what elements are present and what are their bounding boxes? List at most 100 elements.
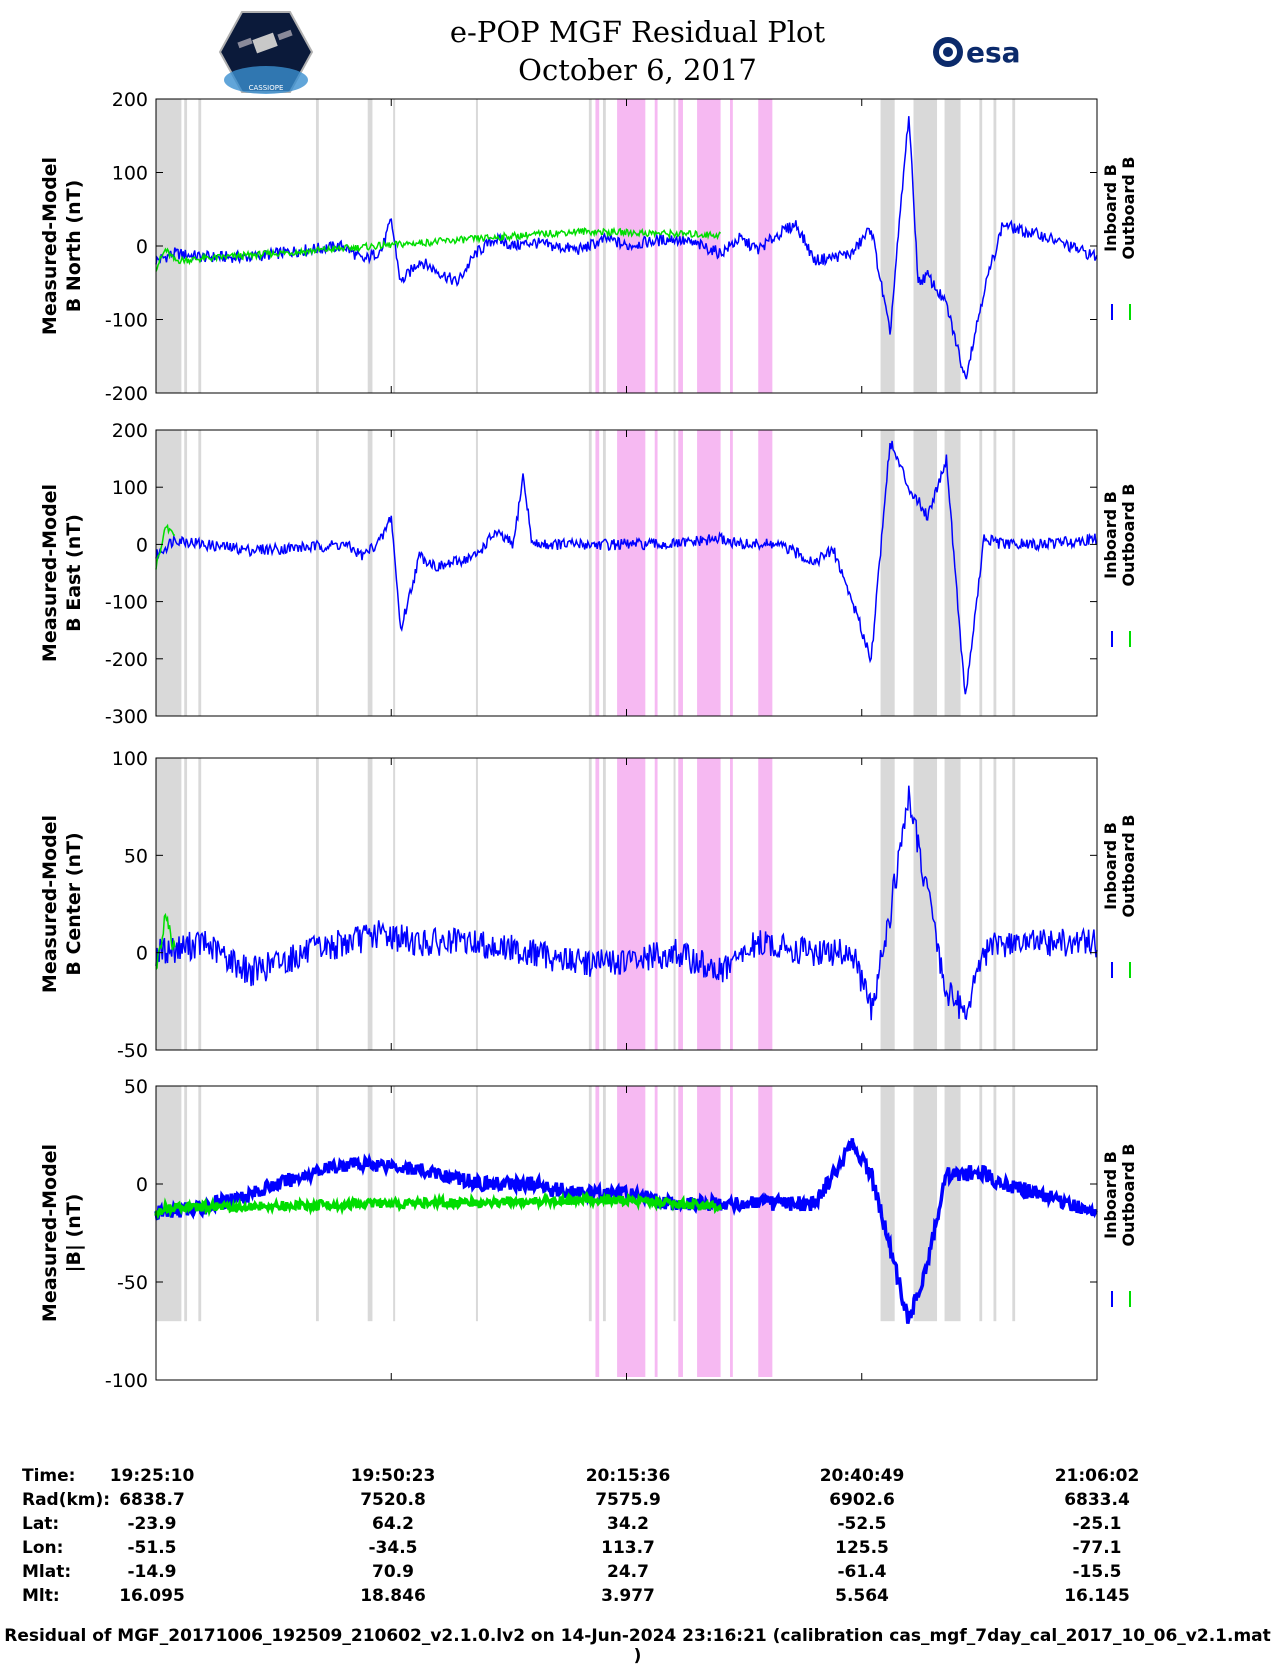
gap-band — [198, 758, 202, 1050]
gap-band — [673, 99, 676, 393]
gap-band — [979, 1086, 983, 1322]
esa-logo: esa — [930, 32, 1040, 77]
mlat-cell: 70.9 — [372, 1562, 414, 1582]
mlt-cell: 18.846 — [360, 1586, 426, 1606]
flag-band — [654, 99, 658, 393]
panel-2: 200 100 0 -100 -200 -300 Measured-Model B East … — [39, 420, 1138, 728]
panel-1: 200 100 0 -100 -200 Measured-Model B North (nT… — [39, 89, 1138, 405]
rad-cell: 7520.8 — [360, 1490, 426, 1510]
gap-band — [602, 430, 606, 716]
flag-band — [697, 430, 721, 716]
lat-cell: 64.2 — [372, 1514, 414, 1534]
gap-band — [367, 758, 373, 1050]
lon-cell: 113.7 — [601, 1538, 655, 1558]
mlat-cell: 24.7 — [607, 1562, 649, 1582]
y-tick-label: 0 — [136, 236, 148, 258]
flag-band — [730, 758, 733, 1050]
gap-band — [673, 430, 676, 716]
gap-band — [393, 99, 396, 393]
gap-band — [993, 99, 997, 393]
flag-band — [654, 758, 658, 1050]
flag-band — [595, 99, 600, 393]
gap-band — [475, 430, 478, 716]
lon-cell: -34.5 — [368, 1538, 418, 1558]
y-tick-label: -200 — [105, 649, 148, 671]
lon-row: Lon: -51.5 -34.5 113.7 125.5 -77.1 — [0, 1538, 1275, 1562]
y-axis-label: |B| (nT) — [63, 1194, 85, 1273]
flag-band — [758, 758, 773, 1050]
flag-band — [678, 99, 683, 393]
gap-band — [184, 758, 188, 1050]
gap-band — [1012, 430, 1016, 716]
time-row: Time: 19:25:10 19:50:23 20:15:36 20:40:4… — [0, 1466, 1275, 1490]
rad-cell: 7575.9 — [595, 1490, 661, 1510]
time-cell: 19:50:23 — [350, 1466, 436, 1486]
flag-band — [730, 99, 733, 393]
y-tick-label: -100 — [105, 1370, 148, 1392]
gap-band — [315, 758, 319, 1050]
flag-band — [617, 758, 646, 1050]
svg-text:esa: esa — [966, 36, 1021, 69]
gap-band — [184, 99, 188, 393]
flag-band — [697, 1086, 721, 1377]
mlat-row: Mlat: -14.9 70.9 24.7 -61.4 -15.5 — [0, 1562, 1275, 1586]
y-tick-label: 200 — [112, 420, 148, 442]
gap-band — [913, 430, 938, 716]
gap-band — [880, 1086, 895, 1322]
lat-cell: 34.2 — [607, 1514, 649, 1534]
gap-band — [979, 758, 983, 1050]
lat-row: Lat: -23.9 64.2 34.2 -52.5 -25.1 — [0, 1514, 1275, 1538]
mlt-cell: 3.977 — [601, 1586, 655, 1606]
lon-cell: -51.5 — [127, 1538, 177, 1558]
y-axis-label: B East (nT) — [63, 514, 85, 632]
panel-4: 50 0 -50 -100 Measured-Model |B| (nT) Inboard … — [39, 1076, 1138, 1392]
mlt-cell: 5.564 — [835, 1586, 889, 1606]
gap-band — [944, 1086, 961, 1322]
y-axis-label: Measured-Model — [39, 1144, 61, 1322]
trace-inboard-b — [155, 440, 1098, 695]
gap-band — [475, 99, 478, 393]
lat-cell: -23.9 — [127, 1514, 177, 1534]
lat-row-label: Lat: — [22, 1514, 60, 1534]
trace-outboard-b — [155, 912, 176, 970]
lat-cell: -25.1 — [1072, 1514, 1122, 1534]
gap-band — [198, 430, 202, 716]
residual-plots: 200 100 0 -100 -200 Measured-Model B North (nT… — [39, 89, 1138, 1392]
mlat-cell: -61.4 — [837, 1562, 887, 1582]
lon-cell: -77.1 — [1072, 1538, 1122, 1558]
y-tick-label: 0 — [136, 534, 148, 556]
flag-band — [617, 1086, 646, 1377]
gap-band — [602, 99, 606, 393]
gap-band — [1012, 758, 1016, 1050]
gap-band — [944, 758, 961, 1050]
flag-band — [730, 1086, 733, 1377]
gap-band — [979, 99, 983, 393]
chart-title-line1: e-POP MGF Residual Plot — [449, 15, 826, 49]
rad-row: Rad(km): 6838.7 7520.8 7575.9 6902.6 683… — [0, 1490, 1275, 1514]
legend-entry: Outboard B — [1119, 815, 1138, 918]
y-tick-label: -300 — [105, 706, 148, 728]
y-tick-label: 200 — [112, 89, 148, 111]
mlat-row-label: Mlat: — [22, 1562, 72, 1582]
mlat-cell: -15.5 — [1072, 1562, 1122, 1582]
mlt-cell: 16.095 — [119, 1586, 185, 1606]
panel-3: 100 50 0 -50 Measured-Model B Center (nT) Inbo… — [39, 748, 1138, 1062]
rad-row-label: Rad(km): — [22, 1490, 111, 1510]
y-tick-label: -50 — [117, 1272, 148, 1294]
gap-band — [913, 1086, 938, 1322]
gap-band — [673, 758, 676, 1050]
y-axis-label: B Center (nT) — [63, 832, 85, 975]
legend-entry: Inboard B — [1101, 491, 1120, 579]
trace-outboard-b — [155, 226, 722, 272]
gap-band — [198, 99, 202, 393]
y-axis-label: B North (nT) — [63, 180, 85, 313]
y-tick-label: 100 — [112, 163, 148, 185]
flag-band — [678, 1086, 683, 1377]
mlt-row-label: Mlt: — [22, 1586, 60, 1606]
trace-outboard-b — [154, 1190, 723, 1220]
gap-band — [315, 430, 319, 716]
legend-entry: Inboard B — [1101, 164, 1120, 252]
y-tick-label: 0 — [136, 943, 148, 965]
time-cell: 21:06:02 — [1054, 1466, 1140, 1486]
gap-band — [913, 99, 938, 393]
